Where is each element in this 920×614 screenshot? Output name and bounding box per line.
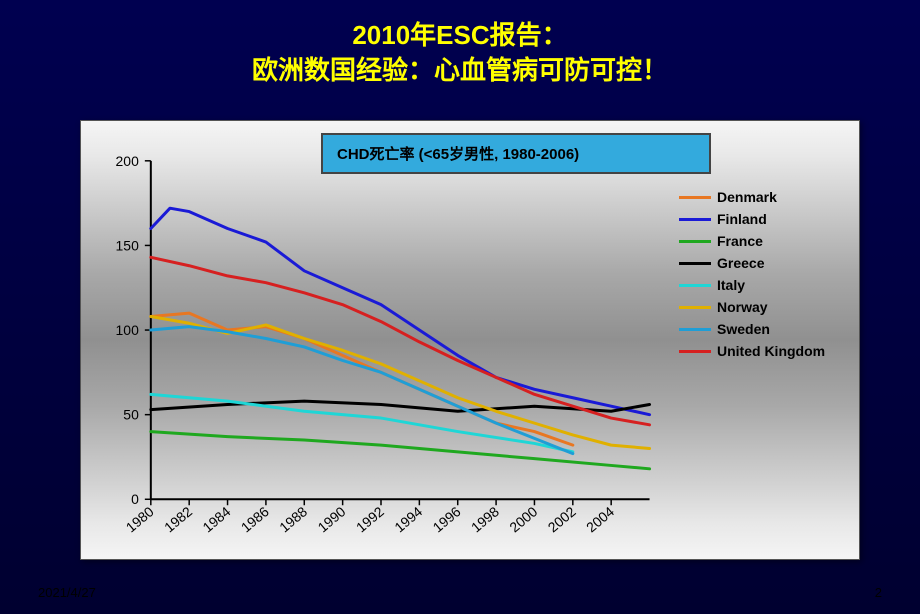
chart-panel: 0 50 100 150 200 1980198219841986198819901992…: [80, 120, 860, 560]
svg-text:1990: 1990: [314, 503, 348, 535]
legend-label: Norway: [717, 299, 768, 315]
footer-date: 2021/4/27: [38, 585, 96, 600]
legend-swatch: [679, 350, 711, 353]
legend-item: Sweden: [679, 321, 825, 337]
legend-label: Finland: [717, 211, 767, 227]
svg-text:150: 150: [116, 237, 140, 253]
series-line: [151, 208, 650, 414]
svg-text:1980: 1980: [123, 503, 157, 535]
legend-label: United Kingdom: [717, 343, 825, 359]
svg-text:1986: 1986: [238, 503, 272, 535]
legend-label: Denmark: [717, 189, 777, 205]
svg-text:1982: 1982: [161, 503, 195, 535]
series-line: [151, 432, 650, 469]
legend-swatch: [679, 306, 711, 309]
svg-text:1988: 1988: [276, 503, 310, 535]
footer-page: 2: [875, 585, 882, 600]
series-line: [151, 317, 650, 449]
legend-item: France: [679, 233, 825, 249]
legend-swatch: [679, 240, 711, 243]
legend-item: Greece: [679, 255, 825, 271]
legend-item: Norway: [679, 299, 825, 315]
legend-label: Sweden: [717, 321, 770, 337]
svg-text:50: 50: [123, 407, 139, 423]
legend-label: Italy: [717, 277, 745, 293]
legend-item: Finland: [679, 211, 825, 227]
legend-swatch: [679, 218, 711, 221]
svg-text:1998: 1998: [468, 503, 502, 535]
chart-banner: CHD死亡率 (<65岁男性, 1980-2006): [321, 133, 711, 174]
svg-text:2002: 2002: [545, 503, 579, 535]
legend: Denmark Finland France Greece Italy Norway Swe…: [679, 189, 825, 365]
svg-text:2000: 2000: [506, 503, 540, 535]
title-line-1: 2010年ESC报告：: [0, 18, 920, 53]
legend-swatch: [679, 196, 711, 199]
svg-text:1992: 1992: [353, 503, 387, 535]
title-line-2: 欧洲数国经验：心血管病可防可控！: [0, 53, 920, 88]
legend-label: Greece: [717, 255, 764, 271]
svg-text:0: 0: [131, 491, 139, 507]
legend-swatch: [679, 262, 711, 265]
slide-title: 2010年ESC报告： 欧洲数国经验：心血管病可防可控！: [0, 0, 920, 88]
svg-text:1996: 1996: [430, 503, 464, 535]
svg-text:200: 200: [116, 153, 140, 169]
svg-text:1994: 1994: [391, 503, 425, 535]
legend-swatch: [679, 284, 711, 287]
svg-text:100: 100: [116, 322, 140, 338]
chart-banner-text: CHD死亡率 (<65岁男性, 1980-2006): [337, 146, 579, 163]
legend-item: Denmark: [679, 189, 825, 205]
legend-item: Italy: [679, 277, 825, 293]
legend-item: United Kingdom: [679, 343, 825, 359]
svg-text:1984: 1984: [199, 503, 233, 535]
legend-swatch: [679, 328, 711, 331]
series-line: [151, 313, 573, 445]
legend-label: France: [717, 233, 763, 249]
svg-text:2004: 2004: [583, 503, 617, 535]
